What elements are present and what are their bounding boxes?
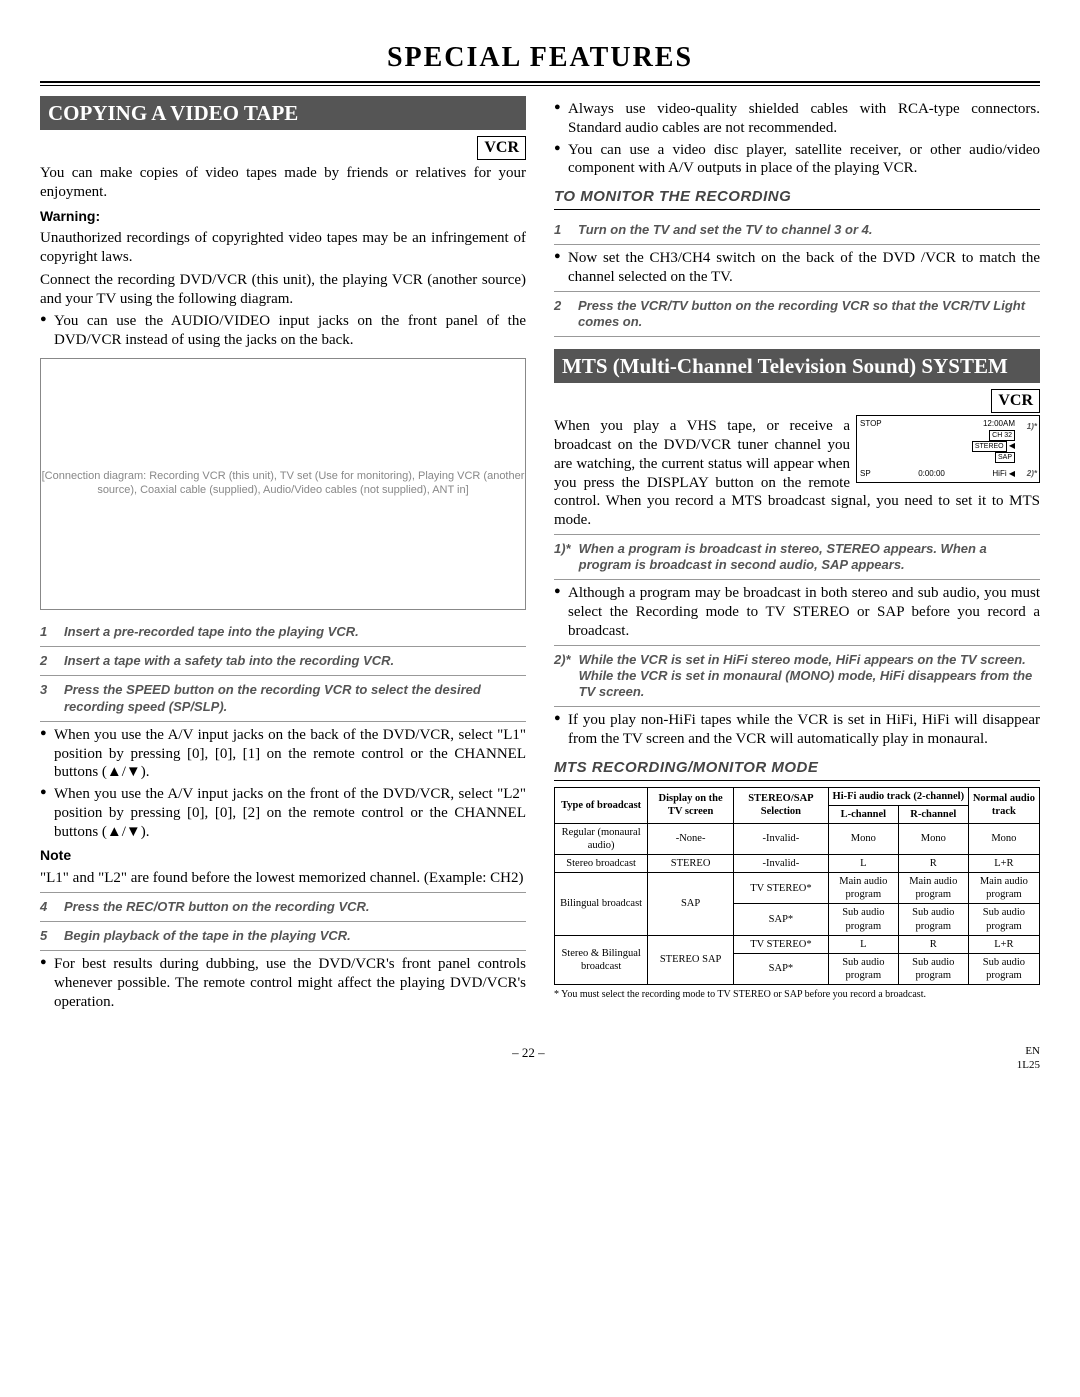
monitor-step-2: 2 Press the VCR/TV button on the recordi…: [554, 291, 1040, 338]
note-2: 2)* While the VCR is set in HiFi stereo …: [554, 645, 1040, 708]
warning-label: Warning:: [40, 208, 526, 226]
step-3: 3 Press the SPEED button on the recordin…: [40, 676, 526, 722]
connect-text: Connect the recording DVD/VCR (this unit…: [40, 271, 526, 309]
monitor-step-1: 1 Turn on the TV and set the TV to chann…: [554, 216, 1040, 245]
bullet-l1: When you use the A/V input jacks on the …: [54, 726, 526, 782]
left-column: COPYING A VIDEO TAPE VCR You can make co…: [40, 96, 526, 1015]
bullet-front-jacks: You can use the AUDIO/VIDEO input jacks …: [54, 312, 526, 350]
bullet-nonhifi: If you play non-HiFi tapes while the VCR…: [568, 711, 1040, 749]
step-1: 1 Insert a pre-recorded tape into the pl…: [40, 618, 526, 647]
osd-display: 1)* 2)* STOP12:00AM CH 32 STEREO ◀ SAP S…: [856, 415, 1040, 483]
step-2: 2 Insert a tape with a safety tab into t…: [40, 647, 526, 676]
monitor-heading: TO MONITOR THE RECORDING: [554, 188, 1040, 210]
copy-intro: You can make copies of video tapes made …: [40, 164, 526, 202]
bullet-dubbing: For best results during dubbing, use the…: [54, 955, 526, 1011]
vcr-tag: VCR: [477, 136, 526, 160]
rule-thick: [40, 81, 1040, 83]
bullet-cables: Always use video-quality shielded cables…: [568, 100, 1040, 138]
warning-text: Unauthorized recordings of copyrighted v…: [40, 229, 526, 267]
right-column: Always use video-quality shielded cables…: [554, 96, 1040, 1015]
page-title: SPECIAL FEATURES: [40, 40, 1040, 81]
bullet-l2: When you use the A/V input jacks on the …: [54, 785, 526, 841]
note-1: 1)* When a program is broadcast in stere…: [554, 534, 1040, 581]
section-copying: COPYING A VIDEO TAPE: [40, 96, 526, 130]
table-heading: MTS RECORDING/MONITOR MODE: [554, 759, 1040, 781]
connection-diagram: [Connection diagram: Recording VCR (this…: [40, 358, 526, 610]
note-label: Note: [40, 847, 526, 865]
section-mts: MTS (Multi-Channel Television Sound) SYS…: [554, 349, 1040, 383]
rule-thin: [40, 85, 1040, 86]
bullet-ch34: Now set the CH3/CH4 switch on the back o…: [568, 249, 1040, 287]
table-footnote: * You must select the recording mode to …: [554, 989, 1040, 1002]
step-4: 4 Press the REC/OTR button on the record…: [40, 892, 526, 922]
bullet-select-mode: Although a program may be broadcast in b…: [568, 584, 1040, 640]
mts-table: Type of broadcast Display on the TV scre…: [554, 787, 1040, 986]
note-text: "L1" and "L2" are found before the lowes…: [40, 869, 526, 888]
step-5: 5 Begin playback of the tape in the play…: [40, 922, 526, 951]
page-footer: – 22 – EN 1L25: [40, 1045, 1040, 1073]
page-number: – 22 –: [512, 1045, 545, 1073]
vcr-tag-mts: VCR: [991, 389, 1040, 413]
bullet-other-device: You can use a video disc player, satelli…: [568, 141, 1040, 179]
